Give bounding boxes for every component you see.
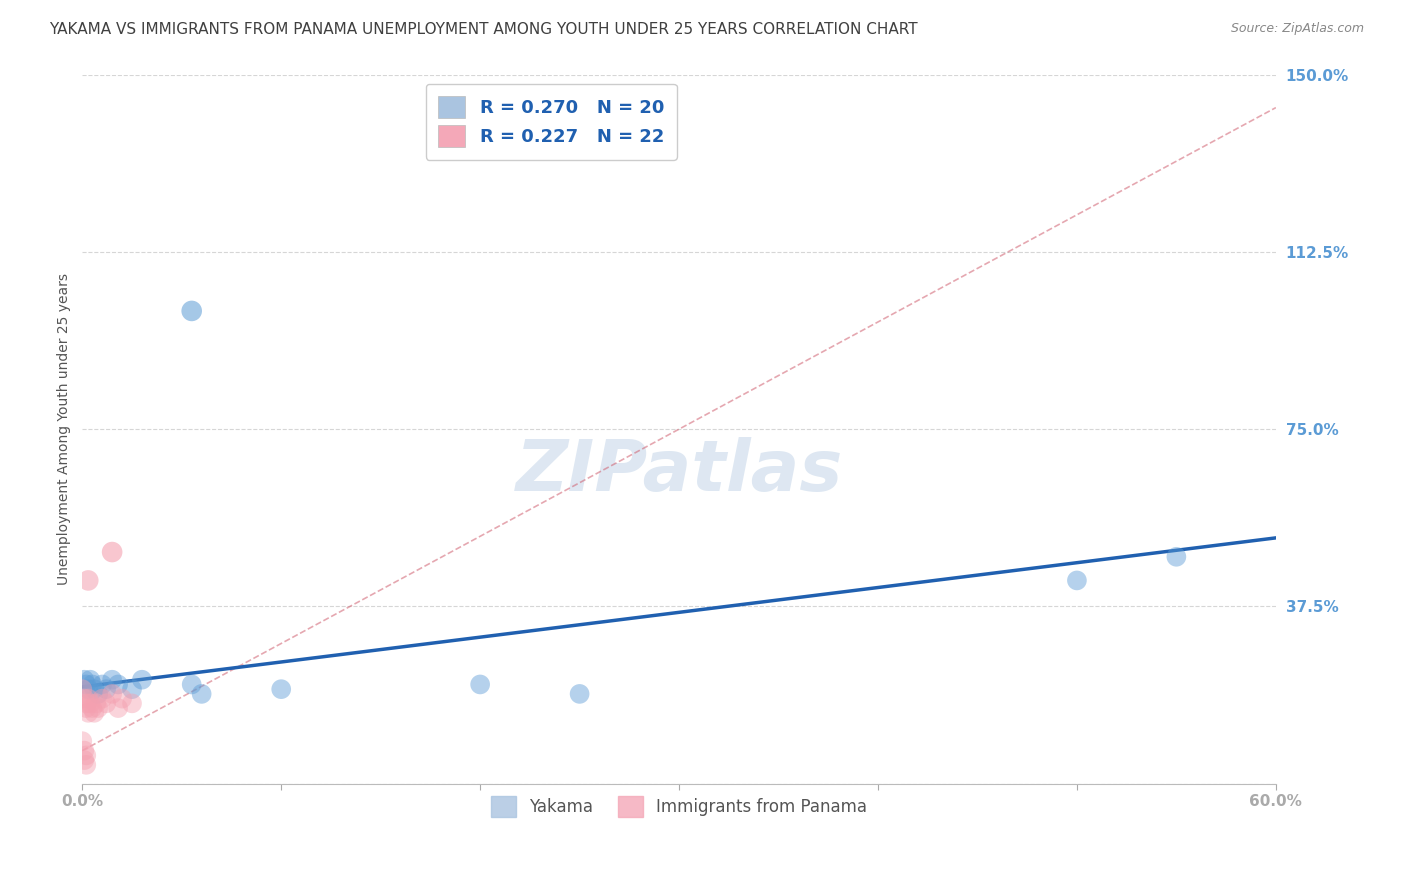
- Point: [73, 691, 96, 706]
- Point: [568, 687, 591, 701]
- Point: [131, 673, 153, 687]
- Point: [73, 753, 96, 767]
- Legend: Yakama, Immigrants from Panama: Yakama, Immigrants from Panama: [482, 788, 876, 825]
- Point: [77, 574, 100, 588]
- Point: [72, 734, 94, 748]
- Point: [83, 682, 105, 697]
- Point: [83, 706, 105, 720]
- Point: [111, 691, 134, 706]
- Point: [77, 706, 100, 720]
- Point: [107, 701, 129, 715]
- Point: [121, 682, 143, 697]
- Point: [270, 682, 292, 697]
- Point: [87, 687, 110, 701]
- Point: [101, 687, 124, 701]
- Text: Source: ZipAtlas.com: Source: ZipAtlas.com: [1230, 22, 1364, 36]
- Y-axis label: Unemployment Among Youth under 25 years: Unemployment Among Youth under 25 years: [58, 273, 72, 585]
- Point: [75, 748, 97, 763]
- Point: [91, 691, 114, 706]
- Point: [75, 677, 97, 691]
- Point: [73, 744, 96, 758]
- Point: [180, 677, 202, 691]
- Point: [1066, 574, 1088, 588]
- Point: [82, 701, 104, 715]
- Point: [75, 757, 97, 772]
- Point: [101, 673, 124, 687]
- Point: [73, 673, 96, 687]
- Point: [121, 697, 143, 711]
- Point: [101, 545, 124, 559]
- Point: [468, 677, 491, 691]
- Point: [75, 701, 97, 715]
- Point: [77, 682, 100, 697]
- Point: [87, 701, 110, 715]
- Point: [79, 697, 101, 711]
- Point: [84, 697, 107, 711]
- Point: [180, 304, 202, 318]
- Point: [82, 677, 104, 691]
- Point: [79, 673, 101, 687]
- Point: [96, 697, 118, 711]
- Text: ZIPatlas: ZIPatlas: [516, 437, 842, 506]
- Point: [72, 682, 94, 697]
- Point: [96, 682, 118, 697]
- Text: YAKAMA VS IMMIGRANTS FROM PANAMA UNEMPLOYMENT AMONG YOUTH UNDER 25 YEARS CORRELA: YAKAMA VS IMMIGRANTS FROM PANAMA UNEMPLO…: [49, 22, 918, 37]
- Point: [75, 697, 97, 711]
- Point: [190, 687, 212, 701]
- Point: [1166, 549, 1188, 564]
- Point: [91, 677, 114, 691]
- Point: [107, 677, 129, 691]
- Point: [77, 691, 100, 706]
